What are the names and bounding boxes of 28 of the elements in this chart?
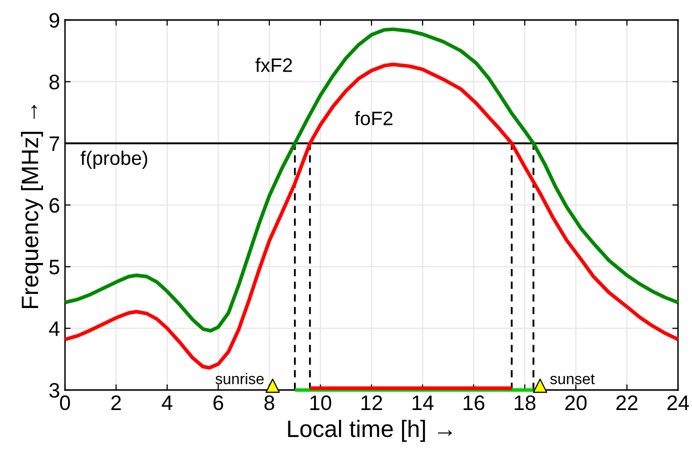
y-tick-label: 9 xyxy=(50,13,60,28)
y-tick-label: 4 xyxy=(49,322,60,336)
x-tick-label: 6 xyxy=(214,395,224,410)
y-tick-label: 7 xyxy=(50,136,60,151)
annotation: foF2 xyxy=(354,111,392,126)
y-tick-label: 3 xyxy=(49,383,60,398)
annotation: sunset xyxy=(550,374,595,384)
x-tick-label: 4 xyxy=(162,396,172,410)
x-tick-label: 18 xyxy=(514,395,536,410)
x-tick-label: 10 xyxy=(310,395,332,410)
x-tick-label: 2 xyxy=(111,395,121,410)
x-tick-label: 14 xyxy=(412,396,434,410)
x-tick-label: 12 xyxy=(362,395,382,410)
x-tick-label: 22 xyxy=(616,395,638,410)
y-tick-label: 8 xyxy=(49,74,60,90)
x-tick-label: 8 xyxy=(264,395,274,410)
x-tick-label: 16 xyxy=(464,395,484,410)
ref-line-label: f(probe) xyxy=(80,150,148,169)
x-tick-label: 20 xyxy=(565,395,587,410)
annotation: sunrise xyxy=(216,373,264,384)
y-axis-title: Frequency [MHz] → xyxy=(20,104,43,308)
annotation: fxF2 xyxy=(255,58,292,72)
x-tick-label: 24 xyxy=(667,395,689,410)
x-tick-label: 0 xyxy=(60,395,70,410)
y-tick-label: 5 xyxy=(49,260,60,274)
y-tick-label: 6 xyxy=(50,198,60,213)
line-series xyxy=(63,27,680,333)
x-axis-title: Local time [h] → xyxy=(288,420,452,442)
